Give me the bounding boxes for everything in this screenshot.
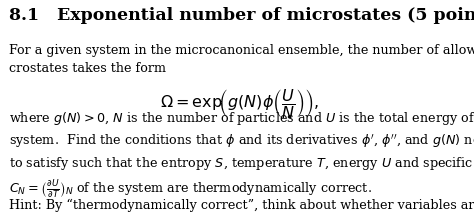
Text: to satisfy such that the entropy $S$, temperature $T$, energy $U$ and specific h: to satisfy such that the entropy $S$, te… xyxy=(9,156,474,172)
Text: system.  Find the conditions that $\phi$ and its derivatives $\phi'$, $\phi''$, : system. Find the conditions that $\phi$ … xyxy=(9,133,474,150)
Text: crostates takes the form: crostates takes the form xyxy=(9,62,166,75)
Text: where $g(N) > 0$, $N$ is the number of particles and $U$ is the total energy of : where $g(N) > 0$, $N$ is the number of p… xyxy=(9,110,474,127)
Text: Hint: By “thermodynamically correct”, think about whether variables are ex-: Hint: By “thermodynamically correct”, th… xyxy=(9,199,474,212)
Text: $\Omega = \mathrm{exp}\!\left( g(N)\phi \left( \dfrac{U}{N} \right) \right),$: $\Omega = \mathrm{exp}\!\left( g(N)\phi … xyxy=(160,87,319,120)
Text: $C_N = \left(\frac{\partial U}{\partial T}\right)_{N}$ of the system are thermod: $C_N = \left(\frac{\partial U}{\partial … xyxy=(9,178,373,200)
Text: 8.1   Exponential number of microstates (5 points): 8.1 Exponential number of microstates (5… xyxy=(9,7,474,24)
Text: For a given system in the microcanonical ensemble, the number of allowed mi-: For a given system in the microcanonical… xyxy=(9,44,474,57)
